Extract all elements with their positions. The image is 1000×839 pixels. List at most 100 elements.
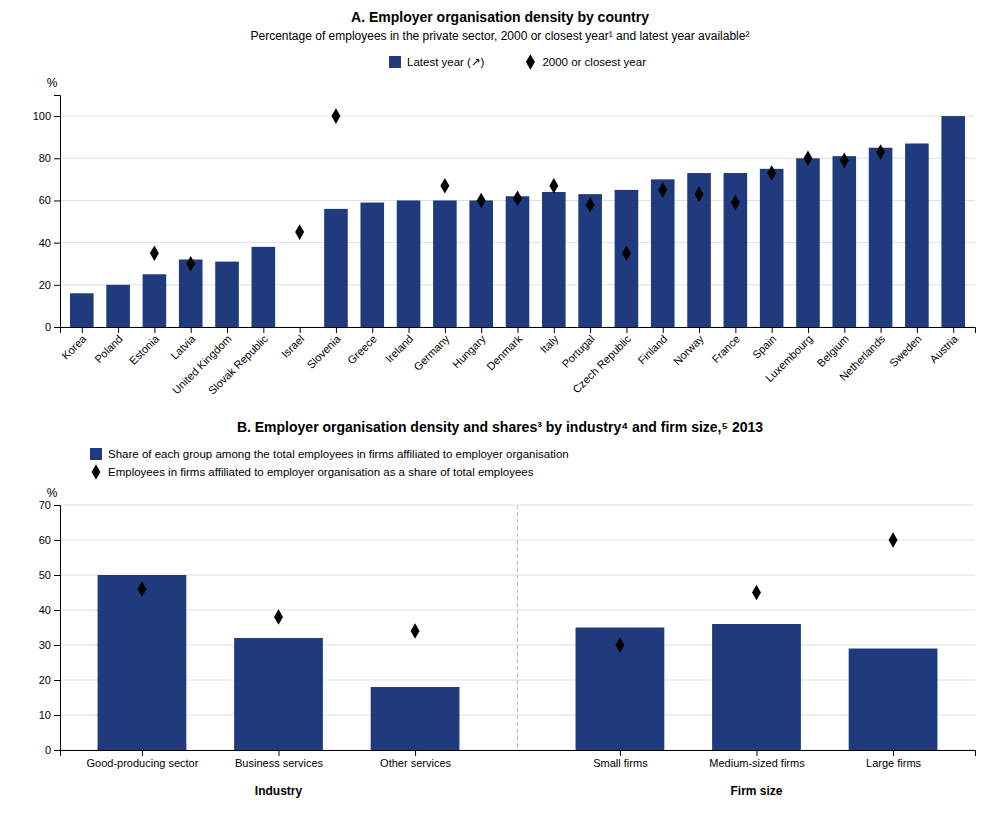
x-tick-mark: [917, 327, 918, 333]
x-tick: Greece: [345, 327, 379, 367]
chart-title: A. Employer organisation density by coun…: [351, 9, 649, 25]
x-tick-mark: [590, 327, 591, 333]
x-tick-label: Greece: [345, 333, 379, 367]
point: [622, 245, 631, 261]
x-tick-mark: [142, 750, 143, 756]
x-tick: Belgium: [814, 327, 851, 369]
point: [767, 165, 776, 181]
x-tick-label: Small firms: [593, 757, 648, 769]
x-tick: Ireland: [383, 327, 415, 365]
x-tick-label: Ireland: [383, 333, 415, 365]
legend-swatch: [92, 464, 101, 480]
point: [889, 532, 898, 548]
y-tick-label: 40: [39, 237, 51, 249]
x-tick: Medium-sized firms: [709, 750, 805, 769]
legend-item: Employees in firms affiliated to employe…: [92, 464, 534, 480]
bar: [578, 194, 602, 327]
y-axis: 020406080100: [33, 96, 61, 334]
x-tick: Business services: [235, 750, 324, 769]
x-tick-label: Poland: [92, 333, 125, 366]
x-tick: Denmark: [484, 327, 524, 373]
y-tick: 40: [39, 604, 60, 616]
y-tick: 40: [39, 237, 60, 249]
x-tick-mark: [844, 327, 845, 333]
series: [98, 575, 938, 750]
x-tick-mark: [893, 750, 894, 756]
x-tick: Hungary: [450, 327, 488, 370]
legend-swatch: [526, 54, 535, 70]
y-tick-label: 30: [39, 639, 51, 651]
y-tick-mark: [54, 680, 60, 681]
point: [695, 186, 704, 202]
bar: [106, 285, 130, 327]
legend: Latest year (↗) 2000 or closest year: [389, 54, 646, 70]
x-tick-mark: [772, 327, 773, 333]
x-tick-mark: [409, 327, 410, 333]
bar: [712, 624, 801, 750]
x-tick-mark: [620, 750, 621, 756]
y-tick-mark: [54, 243, 60, 244]
x-tick: Poland: [92, 327, 125, 365]
x-tick-label: Israel: [279, 333, 307, 361]
y-tick-mark: [54, 116, 60, 117]
point: [186, 256, 195, 272]
y-tick-label: 80: [39, 152, 51, 164]
point: [549, 178, 558, 194]
grid: [60, 116, 975, 327]
x-tick-mark: [118, 327, 119, 333]
y-tick-label: 20: [39, 674, 51, 686]
point: [331, 108, 340, 124]
x-tick-label: Large firms: [866, 757, 922, 769]
series: [150, 108, 885, 271]
y-axis: 010203040506070: [39, 499, 61, 756]
x-tick-mark: [735, 327, 736, 333]
y-tick-mark: [54, 645, 60, 646]
legend-label: 2000 or closest year: [542, 56, 646, 68]
x-tick: Latvia: [168, 327, 198, 362]
x-tick: Israel: [279, 327, 307, 360]
x-tick-label: Netherlands: [837, 332, 888, 383]
x-tick-mark: [445, 327, 446, 333]
point: [295, 224, 304, 240]
y-tick-label: 0: [45, 744, 51, 756]
x-tick-label: Spain: [750, 333, 778, 361]
legend-item: Latest year (↗): [389, 56, 485, 68]
point: [876, 144, 885, 160]
series: [137, 532, 897, 653]
y-tick-label: 40: [39, 604, 51, 616]
bar: [832, 156, 856, 327]
x-tick-label: France: [709, 333, 742, 366]
bar: [615, 190, 639, 327]
x-tick-label: Medium-sized firms: [709, 757, 805, 769]
x-tick: Small firms: [593, 750, 648, 769]
bar: [941, 116, 965, 327]
y-tick-mark: [54, 575, 60, 576]
chart-title: B. Employer organisation density and sha…: [237, 419, 763, 435]
x-tick-mark: [626, 327, 627, 333]
x-tick-label: Austria: [927, 332, 960, 365]
x-tick: Korea: [59, 327, 89, 362]
x-tick: Austria: [927, 327, 960, 365]
x-tick-label: Slovak Republic: [206, 332, 271, 397]
bar: [651, 179, 675, 327]
chart-canvas: A. Employer organisation density by coun…: [0, 0, 1000, 839]
y-tick: 70: [39, 499, 60, 511]
y-tick: 30: [39, 639, 60, 651]
bar: [234, 638, 323, 750]
bar: [760, 169, 784, 327]
y-tick-label: 60: [39, 194, 51, 206]
x-tick-label: Italy: [538, 332, 561, 355]
x-tick: Large firms: [866, 750, 922, 769]
x-tick: Estonia: [127, 327, 162, 367]
x-tick-label: Norway: [671, 332, 706, 367]
x-axis-line: [61, 328, 976, 334]
y-tick-label: 70: [39, 499, 51, 511]
x-tick-mark: [663, 327, 664, 333]
y-axis-label: %: [47, 76, 58, 90]
y-tick-mark: [54, 610, 60, 611]
legend-item: 2000 or closest year: [526, 54, 646, 70]
legend-swatch: [90, 448, 102, 460]
chart-subtitle: Percentage of employees in the private s…: [251, 29, 750, 43]
bar: [506, 196, 530, 327]
marks: [98, 532, 938, 750]
